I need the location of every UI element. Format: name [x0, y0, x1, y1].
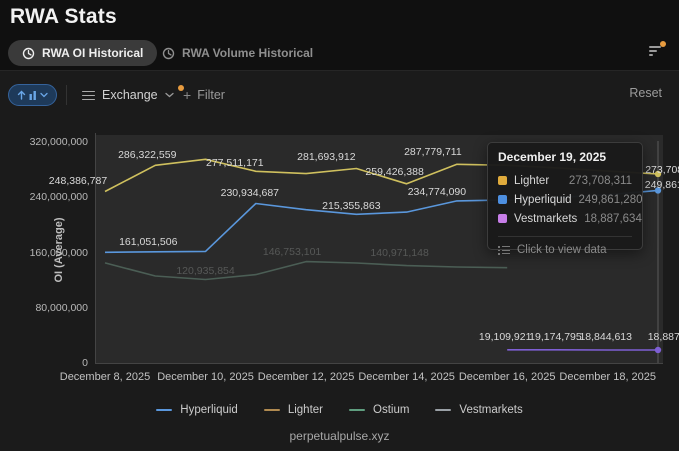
tab-rwa-volume-historical[interactable]: RWA Volume Historical	[148, 40, 327, 66]
toolbar-divider	[66, 85, 67, 105]
filter-lines-icon[interactable]	[647, 41, 666, 58]
trend-up-icon	[17, 90, 26, 100]
filter-label: Filter	[197, 88, 225, 102]
tooltip-row-vestmarkets: Vestmarkets 18,887,634	[498, 209, 642, 228]
plus-icon: +	[183, 87, 192, 103]
legend-swatch	[156, 408, 173, 412]
tooltip-row-hyperliquid: Hyperliquid 249,861,280	[498, 190, 642, 209]
tooltip-series-name: Vestmarkets	[514, 212, 578, 225]
legend-label: Ostium	[373, 404, 410, 416]
tooltip-series-value: 18,887,634	[584, 212, 642, 225]
tooltip-swatch	[498, 214, 507, 223]
toolbar: Exchange + Filter Reset	[0, 71, 679, 119]
exchange-filter-dropdown[interactable]: Exchange	[82, 84, 187, 106]
legend-swatch	[349, 408, 365, 412]
tab-label: RWA Volume Historical	[182, 46, 314, 60]
tooltip-date: December 19, 2025	[498, 150, 607, 164]
page-title: RWA Stats	[10, 5, 117, 28]
notification-dot	[660, 41, 666, 47]
menu-lines-icon	[82, 90, 95, 101]
exchange-label: Exchange	[102, 88, 158, 102]
tooltip-series-name: Lighter	[514, 174, 550, 187]
tooltip-action-label: Click to view data	[517, 244, 607, 256]
legend-item-lighter[interactable]: Lighter	[263, 404, 323, 416]
tooltip-series-value: 273,708,311	[568, 174, 632, 187]
clock-icon	[22, 47, 35, 59]
tooltip-series-name: Hyperliquid	[514, 193, 572, 206]
chart-type-selector[interactable]	[8, 84, 57, 106]
legend-label: Lighter	[287, 404, 323, 416]
legend-swatch	[435, 408, 452, 412]
header-bar: RWA Stats RWA OI Historical RWA Volume H…	[0, 0, 679, 71]
chevron-down-icon	[40, 92, 48, 98]
watermark: perpetualpulse.xyz	[289, 429, 390, 443]
legend-label: Hyperliquid	[180, 404, 238, 416]
legend-item-hyperliquid[interactable]: Hyperliquid	[156, 404, 238, 416]
chart-tooltip: December 19, 2025 Lighter 273,708,311 Hype…	[487, 142, 643, 256]
tab-label: RWA OI Historical	[42, 46, 144, 60]
tooltip-rows: Lighter 273,708,311 Hyperliquid 249,861,280…	[498, 171, 642, 228]
bar-chart-icon	[29, 91, 36, 100]
tooltip-click-to-view[interactable]: Click to view data	[498, 236, 632, 256]
tooltip-swatch	[498, 195, 507, 204]
legend-item-ostium[interactable]: Ostium	[349, 404, 409, 416]
clock-icon	[162, 47, 175, 59]
tooltip-row-lighter: Lighter 273,708,311	[498, 171, 632, 190]
legend-label: Vestmarkets	[459, 404, 523, 416]
legend-item-vestmarkets[interactable]: Vestmarkets	[435, 404, 523, 416]
reset-button[interactable]: Reset	[629, 86, 662, 100]
add-filter-button[interactable]: + Filter	[183, 84, 225, 106]
tab-rwa-oi-historical[interactable]: RWA OI Historical	[8, 40, 158, 66]
active-filter-dot	[177, 85, 184, 91]
tooltip-swatch	[498, 176, 507, 185]
chart-legend: Hyperliquid Lighter Ostium Vestmarkets	[0, 404, 679, 416]
tooltip-series-value: 249,861,280	[578, 193, 643, 206]
list-icon	[498, 245, 510, 255]
chevron-down-icon	[164, 92, 174, 98]
legend-swatch	[263, 408, 280, 412]
